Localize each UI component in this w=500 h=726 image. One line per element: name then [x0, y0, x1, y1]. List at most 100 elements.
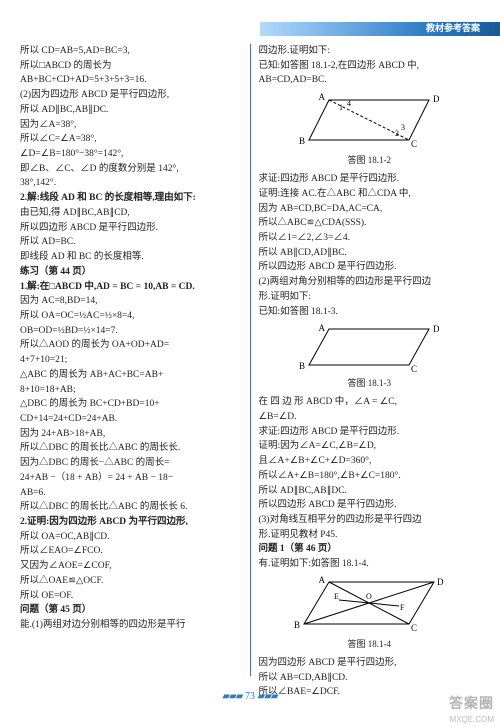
figure-caption: 答图 18.1-3 [259, 377, 481, 391]
text-line: 所以 AD∥BC,AB∥DC. [259, 484, 481, 499]
text-line: (2)两组对角分别相等的四边形是平行四边 [259, 275, 481, 290]
text-line: 即线段 AD 和 BC 的长度相等. [20, 250, 242, 265]
text-line: 所以△OAE≌△OCF. [20, 574, 242, 589]
text-line: 已知:如答图 18.1-3. [259, 305, 481, 320]
text-line: 所以四边形 ABCD 是平行四边形. [259, 260, 481, 275]
page-number: 73 [245, 691, 255, 702]
text-line: 因为 AB=CD,BC=DA,AC=CA, [259, 202, 481, 217]
svg-text:C: C [411, 623, 417, 633]
text-line: 且∠A+∠B+∠C+∠D=360°, [259, 454, 481, 469]
text-line: 证明:连接 AC.在△ABC 和△CDA 中, [259, 187, 481, 202]
svg-text:D: D [437, 577, 444, 587]
text-line: 所以 OE=OF. [20, 589, 242, 604]
p1-head: 1.解:在□ABCD 中,AD = BC = 10,AB = CD. [20, 280, 242, 295]
text-line: 所以∠1=∠2,∠3=∠4. [259, 231, 481, 246]
text-line: 38°,142°. [20, 176, 242, 191]
text-line: 所以∠C=∠A=38°, [20, 132, 242, 147]
svg-text:C: C [411, 364, 417, 374]
text-line: 8+10=18+AB; [20, 383, 242, 398]
text-line: 因为 AC=8,BD=14, [20, 294, 242, 309]
text-line: 所以 OA=OC=½AC=½×8=4, [20, 309, 242, 324]
text-line: △DBC 的周长为 BC+CD+BD=10+ [20, 397, 242, 412]
parallelogram-icon: A D B C [299, 323, 439, 375]
text-line: 因为 24+AB>18+AB, [20, 427, 242, 442]
text-line: 所以∠A+∠B=180°,∠B+∠C=180°. [259, 469, 481, 484]
svg-text:E: E [334, 592, 339, 601]
svg-text:A: A [319, 576, 326, 585]
text-line: 所以四边形 ABCD 是平行四边形. [259, 498, 481, 513]
svg-text:B: B [294, 620, 300, 630]
text-line: 四边形.证明如下: [259, 44, 481, 59]
text-line: 因为四边形 ABCD 是平行四边形, [259, 656, 481, 671]
text-line: △ABC 的周长为 AB+AC+BC=AB+ [20, 368, 242, 383]
problem1-title: 问题 1（第 46 页） [259, 542, 481, 557]
text-line: 所以∠EAO=∠FCO. [20, 544, 242, 559]
text-line: AB+BC+CD+AD=5+3+5+3=16. [20, 73, 242, 88]
parallelogram-icon: A D B C 1 4 2 3 [299, 92, 439, 152]
watermark: 答案圈 [449, 693, 494, 714]
text-line: AB=CD,AD=BC. [259, 73, 481, 88]
text-line: 由已知,得 AD∥BC,AB∥CD, [20, 206, 242, 221]
svg-text:4: 4 [347, 99, 351, 108]
p2-head: 2.证明:因为四边形 ABCD 为平行四边形, [20, 515, 242, 530]
svg-text:A: A [319, 92, 326, 102]
footer: ▰▰▰ 73 ▰▰▰ [0, 689, 500, 704]
text-line: 因为△DBC 的周长−△ABC 的周长= [20, 456, 242, 471]
header-label: 教材参考答案 [426, 22, 480, 36]
svg-text:D: D [433, 324, 439, 334]
text-line: 所以 CD=AB=5,AD=BC=3, [20, 44, 242, 59]
text-line: 4+7+10=21; [20, 353, 242, 368]
figure-caption: 答图 18.1-2 [259, 154, 481, 168]
text-line: 所以△ABC≌△CDA(SSS). [259, 216, 481, 231]
text-line: 求证:四边形 ABCD 是平行四边形. [259, 172, 481, 187]
svg-text:C: C [411, 139, 417, 149]
text-line: 证明:因为∠A=∠C,∠B=∠D, [259, 439, 481, 454]
text-line: 所以□ABCD 的周长为 [20, 59, 242, 74]
text-line: (2)因为四边形 ABCD 是平行四边形, [20, 88, 242, 103]
footer-deco-right: ▰▰▰ [258, 691, 278, 702]
text-line: AB=6. [20, 486, 242, 501]
text-line: 所以 AB∥CD,AD∥BC. [259, 246, 481, 261]
text-line: 所以△AOD 的周长为 OA+OD+AD= [20, 338, 242, 353]
svg-text:B: B [299, 361, 305, 371]
text-line: 所以 OA=OC,AB∥CD. [20, 530, 242, 545]
svg-text:3: 3 [401, 123, 405, 132]
text-line: 求证:四边形 ABCD 是平行四边形. [259, 425, 481, 440]
practice-title: 练习（第 44 页） [20, 265, 242, 280]
right-column: 四边形.证明如下: 已知:如答图 18.1-2,在四边形 ABCD 中, AB=… [259, 44, 481, 676]
parallelogram-diag-icon: A D B C E O F [294, 576, 444, 636]
text-line: 所以 AD=BC. [20, 235, 242, 250]
text-line: 因为∠A=38°, [20, 118, 242, 133]
figure-18-1-3: A D B C 答图 18.1-3 [259, 323, 481, 391]
column-divider [250, 44, 251, 676]
svg-text:1: 1 [339, 103, 343, 112]
text-line: CD+14=24+CD=24+AB. [20, 412, 242, 427]
text-line: 即∠B、∠C、∠D 的度数分别是 142°, [20, 162, 242, 177]
svg-text:D: D [433, 94, 439, 104]
svg-text:B: B [299, 136, 305, 146]
text-line: (3)对角线互相平分的四边形是平行四边 [259, 513, 481, 528]
q2-head: 2.解:线段 AD 和 BC 的长度相等,理由如下: [20, 191, 242, 206]
text-line: 能.(1)两组对边分别相等的四边形是平行 [20, 618, 242, 633]
left-column: 所以 CD=AB=5,AD=BC=3, 所以□ABCD 的周长为 AB+BC+C… [20, 44, 242, 676]
footer-deco-left: ▰▰▰ [222, 691, 242, 702]
text-line: 所以△DBC 的周长比△ABC 的周长长 6. [20, 500, 242, 515]
content-area: 所以 CD=AB=5,AD=BC=3, 所以□ABCD 的周长为 AB+BC+C… [20, 44, 480, 676]
text-line: 已知:如答图 18.1-2,在四边形 ABCD 中, [259, 59, 481, 74]
text-line: 所以△DBC 的周长比△ABC 的周长长. [20, 441, 242, 456]
text-line: 所以 AD∥BC,AB∥DC. [20, 103, 242, 118]
text-line: 形.证明如下: [259, 290, 481, 305]
svg-text:2: 2 [395, 129, 399, 138]
text-line: 又因为∠AOE=∠COF, [20, 559, 242, 574]
text-line: 所以四边形 ABCD 是平行四边形. [20, 221, 242, 236]
figure-18-1-4: A D B C E O F 答图 18.1-4 [259, 576, 481, 652]
text-line: 在 四 边 形 ABCD 中，∠A = ∠C, [259, 395, 481, 410]
text-line: ∠D=∠B=180°−38°=142°, [20, 147, 242, 162]
problem-title: 问题（第 45 页） [20, 603, 242, 618]
figure-18-1-2: A D B C 1 4 2 3 答图 18.1-2 [259, 92, 481, 168]
text-line: 形.证明见教材 P45. [259, 528, 481, 543]
svg-text:O: O [366, 592, 372, 601]
svg-text:F: F [400, 603, 405, 612]
header-bar: 教材参考答案 [260, 22, 500, 36]
text-line: 有.证明如下:如答图 18.1-4. [259, 557, 481, 572]
